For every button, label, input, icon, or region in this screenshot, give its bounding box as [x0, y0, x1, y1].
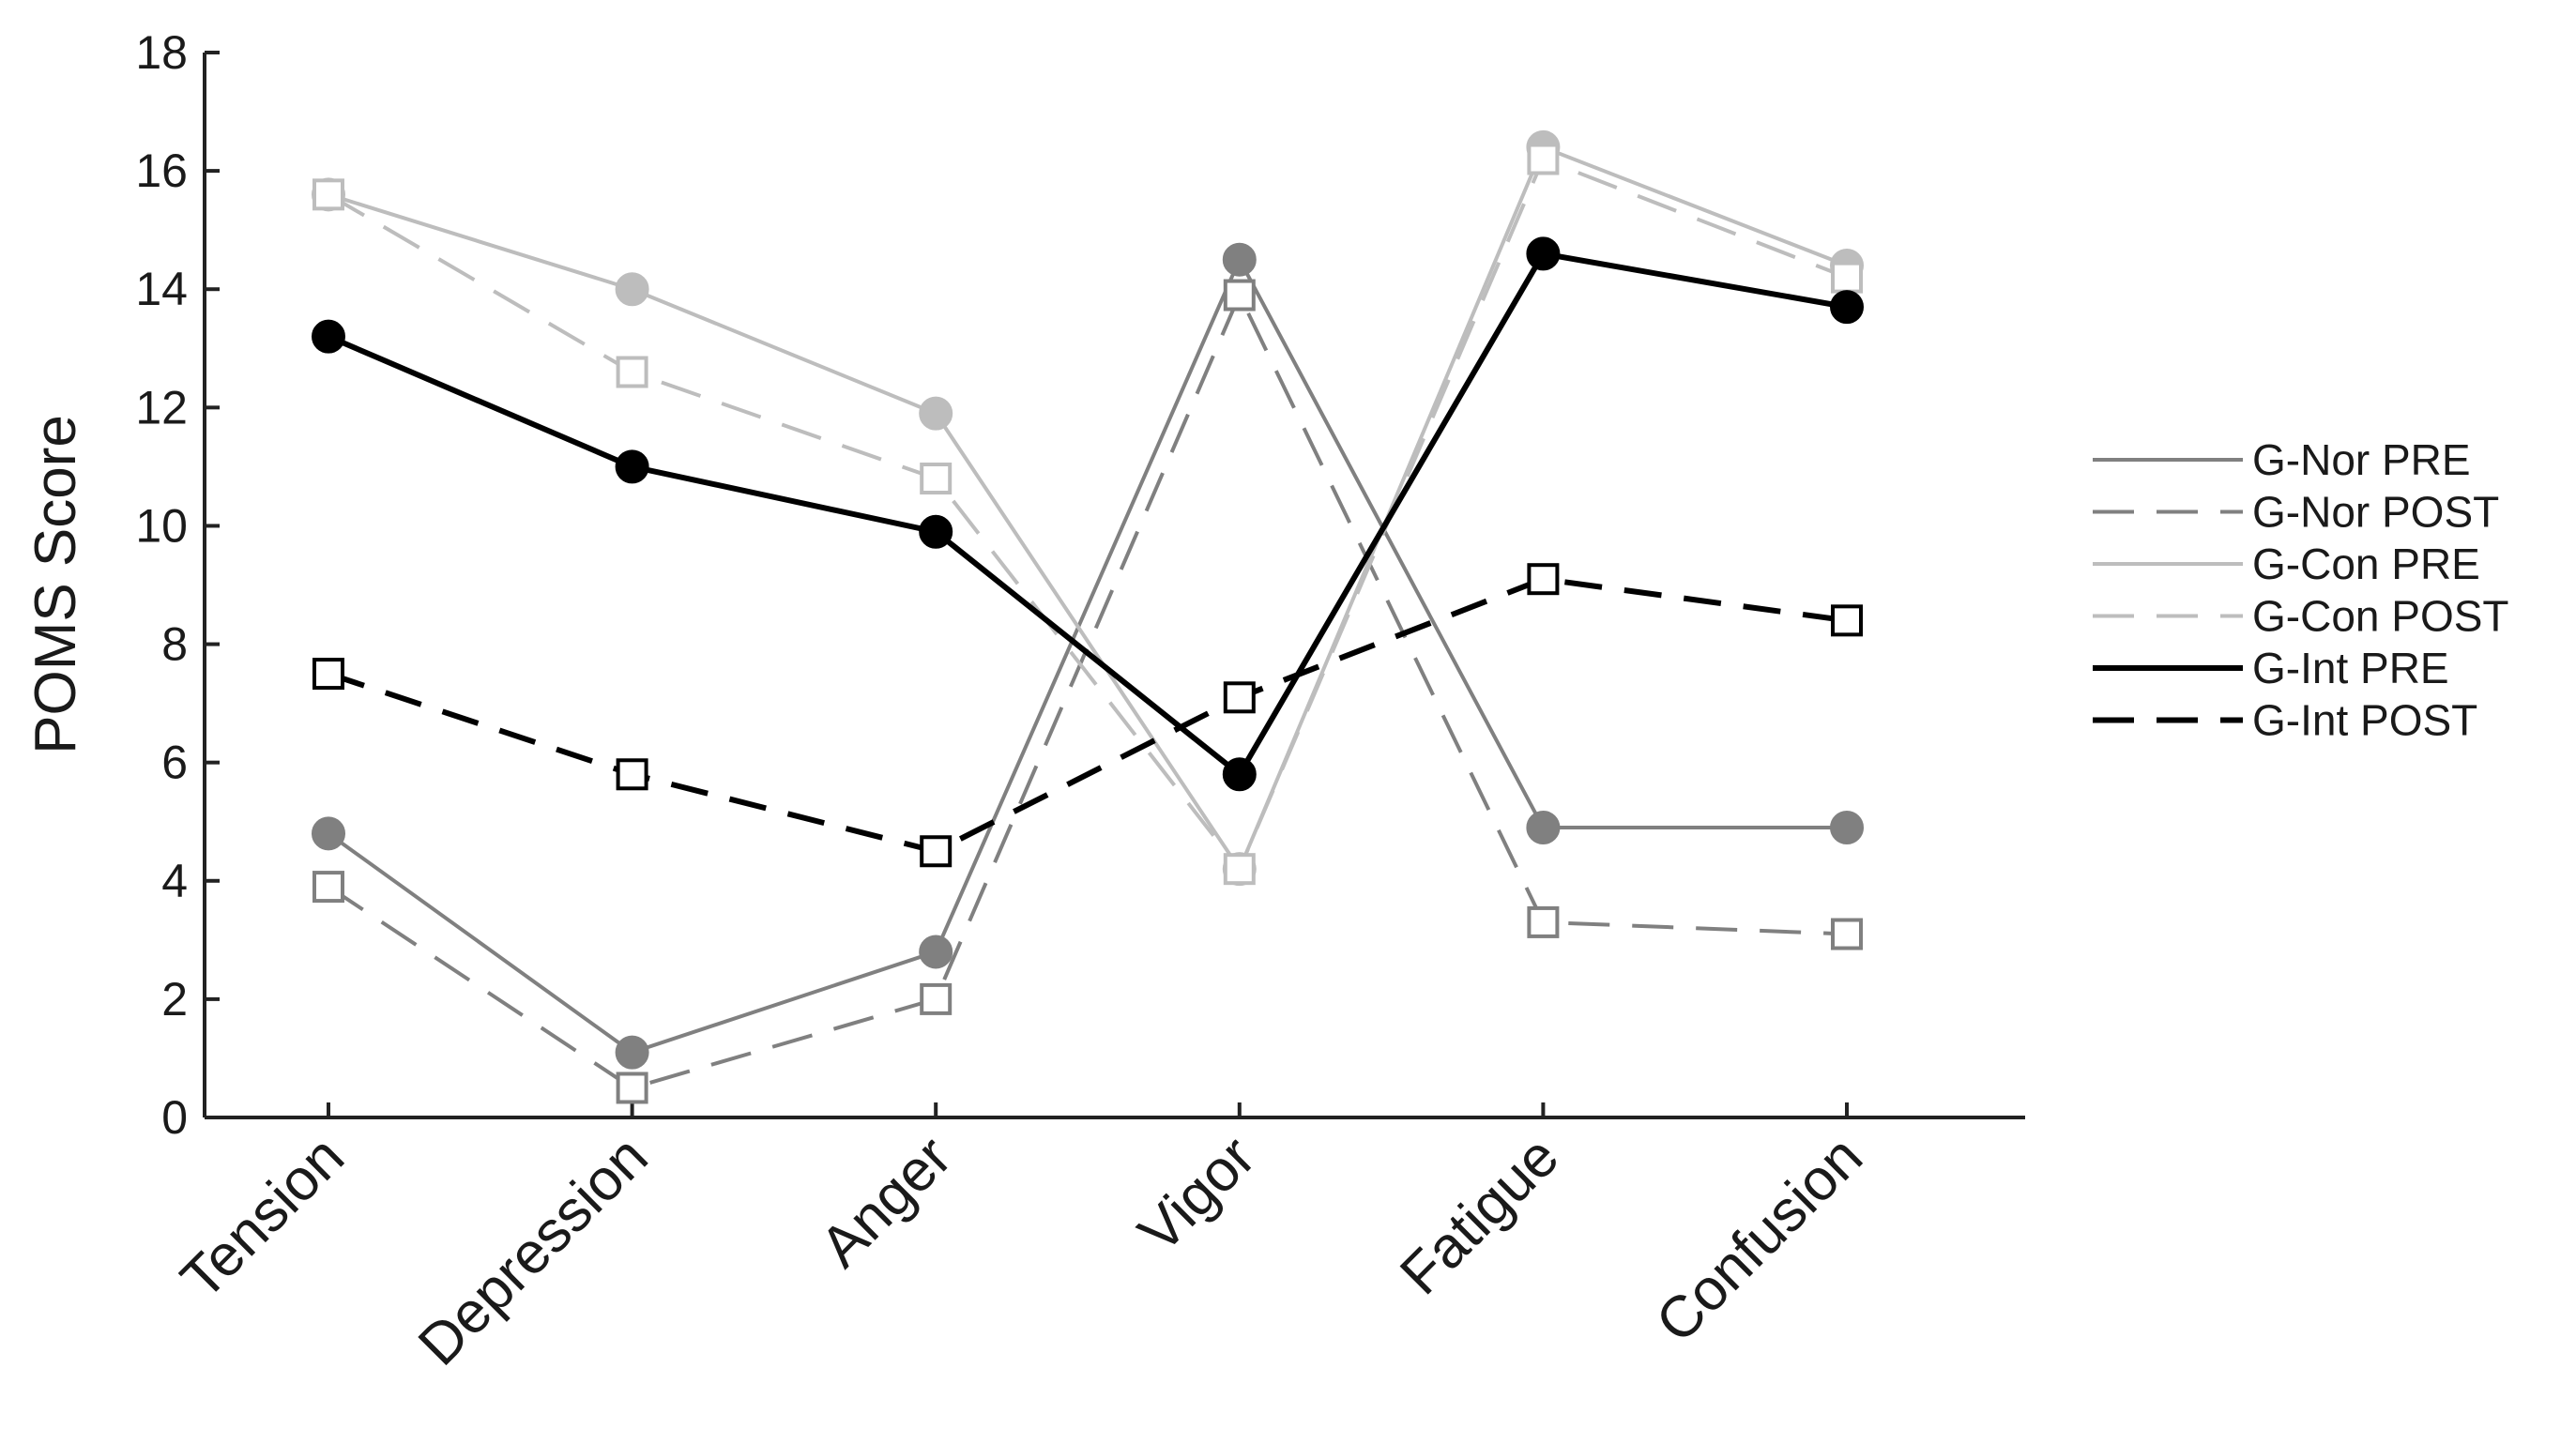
- series-markers: [312, 129, 1864, 1104]
- data-point: [919, 396, 953, 431]
- legend-label: G-Nor POST: [2252, 488, 2499, 537]
- data-point: [616, 1072, 648, 1104]
- x-category-label: Tension: [169, 1124, 357, 1312]
- series-line-3: [327, 156, 1848, 874]
- y-tick-label: 12: [135, 381, 188, 433]
- x-category-label: Depression: [406, 1124, 661, 1378]
- data-point: [919, 935, 953, 969]
- data-point: [1526, 811, 1561, 845]
- data-point: [1831, 918, 1863, 950]
- data-point: [920, 835, 953, 868]
- y-tick-label: 16: [135, 144, 188, 197]
- data-point: [312, 816, 345, 851]
- data-point: [1831, 261, 1863, 294]
- data-point: [1222, 757, 1257, 792]
- legend-label: G-Nor PRE: [2252, 435, 2471, 484]
- y-tick-label: 8: [161, 618, 188, 671]
- legend-label: G-Int POST: [2252, 696, 2477, 745]
- y-tick-label: 0: [161, 1091, 188, 1144]
- data-point: [312, 319, 345, 354]
- y-tick-label: 18: [135, 26, 188, 79]
- data-point: [1223, 681, 1256, 714]
- y-tick-label: 14: [135, 263, 188, 315]
- data-point: [1223, 853, 1256, 886]
- series-line-0: [327, 255, 1847, 1055]
- x-category-label: Confusion: [1644, 1124, 1875, 1355]
- y-ticks: 0 2 4 6 8 10 12 14 16 18: [135, 26, 220, 1144]
- legend-label: G-Con PRE: [2252, 540, 2480, 588]
- x-category-label: Fatigue: [1388, 1124, 1571, 1307]
- data-point: [1527, 143, 1560, 175]
- data-point: [920, 982, 953, 1015]
- data-point: [615, 272, 649, 307]
- data-point: [312, 658, 344, 691]
- data-point: [1222, 242, 1257, 277]
- data-point: [1526, 236, 1561, 271]
- series-line-4: [327, 251, 1848, 779]
- data-point: [1527, 905, 1560, 938]
- legend-label: G-Con POST: [2252, 592, 2509, 641]
- data-point: [1831, 604, 1863, 637]
- y-tick-label: 2: [161, 973, 188, 1026]
- data-point: [616, 356, 648, 388]
- data-point: [615, 449, 649, 484]
- data-point: [616, 758, 648, 791]
- y-tick-label: 6: [161, 737, 188, 789]
- y-tick-label: 4: [161, 855, 188, 907]
- data-point: [1223, 279, 1256, 312]
- data-point: [919, 514, 953, 549]
- y-axis-title: POMS Score: [23, 415, 88, 754]
- data-point: [920, 463, 953, 494]
- x-category-label: Anger: [808, 1124, 964, 1280]
- y-tick-label: 10: [135, 499, 188, 552]
- series-line-2: [328, 144, 1848, 874]
- legend-label: G-Int PRE: [2252, 644, 2449, 692]
- data-point: [615, 1035, 649, 1070]
- data-point: [1830, 811, 1864, 845]
- data-point: [1830, 290, 1864, 325]
- series-line-1: [327, 290, 1848, 1090]
- data-point: [312, 178, 344, 211]
- x-ticks: Tension Depression Anger Vigor Fatigue Confus…: [169, 1102, 1875, 1378]
- data-point: [312, 871, 344, 904]
- x-category-label: Vigor: [1126, 1124, 1267, 1265]
- series-lines: [327, 144, 1848, 1090]
- data-point: [1527, 563, 1560, 596]
- series-line-5: [328, 576, 1848, 855]
